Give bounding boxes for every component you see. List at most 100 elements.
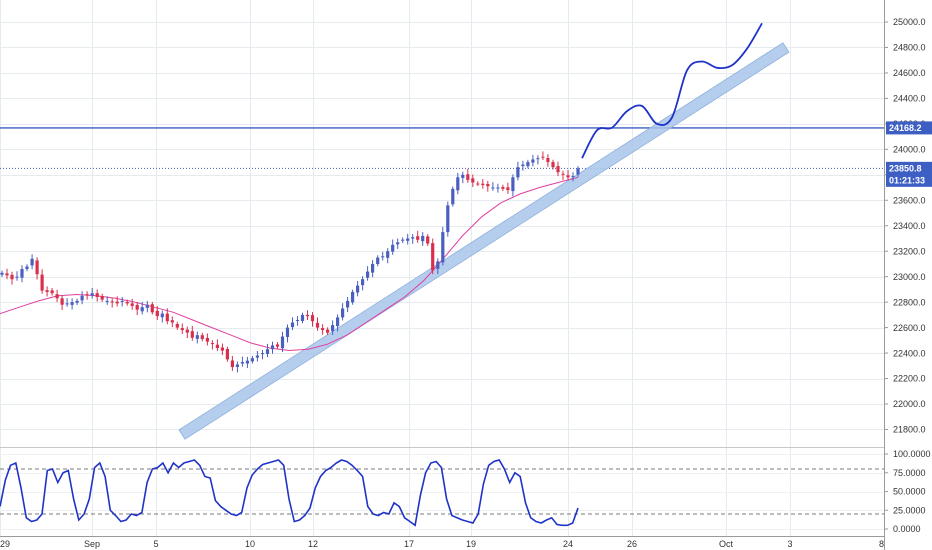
candle-body: [305, 314, 310, 317]
price-axis-tick-label: 23000.0: [893, 272, 926, 282]
candle-body: [496, 187, 500, 189]
level-price-tag-text: 24168.2: [889, 123, 922, 133]
price-axis-tick-label: 23600.0: [893, 195, 926, 205]
candle-body: [576, 168, 580, 175]
candle-body: [220, 347, 224, 351]
time-axis-tick-label: 12: [308, 539, 318, 549]
candle-body: [556, 166, 560, 173]
candle-body: [190, 331, 194, 338]
candle-body: [55, 294, 59, 299]
axis-tags: 24168.2 23850.8 01:21:33: [886, 121, 932, 187]
candle-body: [155, 310, 159, 317]
price-axis-tick-label: 25000.0: [893, 17, 926, 27]
time-axis-tick-label: 5: [153, 539, 158, 549]
candle-body: [135, 304, 139, 310]
price-axis-tick-label: 22200.0: [893, 374, 926, 384]
candle-body: [270, 345, 275, 350]
candle-body: [95, 293, 99, 297]
oscillator-axis-tick-label: 25.0000: [893, 505, 926, 515]
time-axis-tick-label: 19: [466, 539, 476, 549]
candle-body: [426, 236, 430, 244]
candle-body: [481, 183, 485, 185]
candle-body: [210, 343, 214, 345]
price-axis-tick-label: 21800.0: [893, 425, 926, 435]
candle-body: [125, 301, 129, 304]
candle-body: [371, 263, 375, 273]
time-axis-tick-label: Sep: [84, 539, 100, 549]
candle-body: [436, 261, 440, 269]
price-axis-tick-label: 22600.0: [893, 323, 926, 333]
candle-body: [115, 301, 119, 304]
candle-body: [391, 244, 395, 252]
candle-body: [441, 232, 445, 263]
current-price-tag-text: 23850.8: [889, 164, 922, 174]
candle-body: [20, 269, 24, 278]
candle-body: [561, 173, 565, 175]
candle-body: [105, 300, 109, 302]
candle-body: [110, 301, 114, 303]
candle-body: [361, 279, 365, 286]
candle-body: [346, 300, 350, 308]
candle-body: [321, 328, 325, 331]
candle-body: [456, 177, 460, 191]
candle-body: [60, 298, 64, 305]
candle-body: [265, 349, 270, 354]
candle-body: [50, 290, 54, 294]
oscillator-axis: 100.0000 75.0000 50.0000 25.0000 0.0000: [884, 449, 931, 534]
time-axis: 29 Sep 5 10 12 17 19 24 26 Oct 3 8: [0, 539, 884, 549]
candle-body: [401, 239, 405, 241]
oscillator-axis-tick-label: 50.0000: [893, 487, 926, 497]
candle-body: [546, 158, 550, 163]
candle-body: [200, 335, 204, 339]
candle-body: [150, 304, 154, 313]
candle-body: [5, 273, 9, 276]
candle-body: [25, 266, 29, 269]
candle-body: [511, 177, 515, 192]
candle-body: [85, 294, 89, 296]
candle-body: [205, 338, 209, 342]
candle-body: [466, 174, 470, 180]
candle-body: [431, 243, 435, 271]
price-axis-tick-label: 22000.0: [893, 399, 926, 409]
candle-body: [315, 322, 320, 328]
price-axis-tick-label: 24800.0: [893, 43, 926, 53]
countdown-tag-text: 01:21:33: [889, 176, 925, 186]
candle-body: [45, 290, 49, 292]
candle-body: [240, 362, 244, 364]
candle-body: [40, 274, 44, 291]
candle-body: [451, 188, 455, 205]
price-axis-tick-label: 23400.0: [893, 221, 926, 231]
time-axis-tick-label: 8: [879, 539, 884, 549]
candle-body: [521, 164, 525, 167]
candle-body: [486, 184, 490, 187]
candle-body: [366, 271, 370, 278]
time-axis-tick-label: 3: [787, 539, 792, 549]
candle-body: [351, 291, 355, 303]
candle-body: [295, 320, 300, 321]
candle-body: [130, 303, 134, 306]
projection-path: [581, 22, 763, 159]
candle-body: [516, 167, 520, 178]
price-axis-tick-label: 24600.0: [893, 68, 926, 78]
candle-body: [526, 162, 530, 167]
candle-body: [411, 237, 415, 239]
price-axis-tick-label: 23200.0: [893, 246, 926, 256]
candle-body: [215, 344, 219, 348]
candle-body: [185, 329, 189, 333]
candle-body: [285, 327, 290, 337]
candle-body: [541, 156, 545, 158]
candle-body: [336, 317, 340, 327]
candle-body: [35, 260, 39, 275]
candle-body: [255, 355, 259, 358]
candle-body: [421, 235, 425, 242]
candle-body: [310, 315, 315, 322]
candle-body: [471, 178, 475, 183]
candle-body: [356, 285, 360, 293]
candle-body: [501, 187, 505, 189]
candle-body: [446, 205, 450, 233]
trend-channel-band: [178, 42, 790, 440]
candle-body: [140, 307, 144, 312]
candle-body: [245, 360, 249, 364]
price-axis-tick-label: 24000.0: [893, 145, 926, 155]
